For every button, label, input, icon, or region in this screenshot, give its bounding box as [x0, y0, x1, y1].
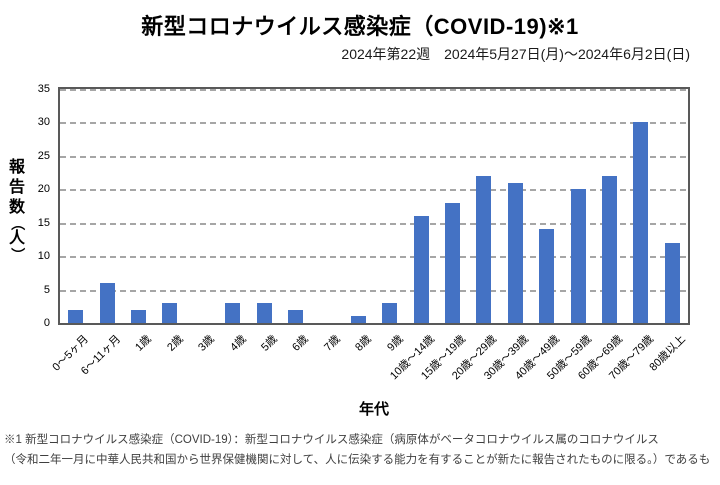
- bar-30歳～39歳: [507, 182, 523, 323]
- bar-60歳～69歳: [602, 175, 617, 323]
- gridline-35: [60, 89, 688, 91]
- gridline-20: [60, 189, 688, 192]
- x-tick-label-1歳: 1歳: [133, 333, 155, 354]
- gridline-10: [60, 256, 688, 259]
- bar-20歳～29歳: [476, 175, 492, 323]
- bar-6歳: [288, 309, 303, 323]
- gridline-5: [60, 289, 688, 292]
- y-axis-title-char: 人: [8, 230, 25, 247]
- y-tick-label-5: 5: [43, 283, 50, 296]
- x-tick-label-6歳: 6歳: [290, 333, 312, 354]
- footnote: ※1 新型コロナウイルス感染症（COVID-19）：新型コロナウイルス感染症（病…: [4, 430, 718, 470]
- plot-area: [58, 87, 690, 325]
- y-tick-label-30: 30: [37, 116, 50, 129]
- bar-1歳: [131, 309, 146, 323]
- y-tick-label-0: 0: [43, 317, 50, 329]
- bar-2歳: [162, 302, 178, 323]
- footnote-line-1: ※1 新型コロナウイルス感染症（COVID-19）：新型コロナウイルス感染症（病…: [4, 434, 659, 446]
- x-tick-label-3歳: 3歳: [196, 333, 217, 354]
- bar-6～11ヶ月: [99, 282, 115, 323]
- report-week-subtitle: 2024年第22週 2024年5月27日(月)～2024年6月2日(日): [341, 46, 690, 62]
- y-tick-label-35: 35: [37, 83, 50, 95]
- bar-10歳～14歳: [413, 216, 429, 323]
- x-axis-title: 年代: [358, 401, 389, 418]
- bar-70歳～79歳: [633, 122, 649, 323]
- page-title: 新型コロナウイルス感染症（COVID-19)※1: [141, 14, 579, 39]
- y-axis-title-char: 報: [8, 159, 25, 176]
- bar-4歳: [225, 302, 241, 323]
- x-tick-label-9歳: 9歳: [384, 333, 406, 354]
- x-tick-label-2歳: 2歳: [164, 333, 186, 354]
- x-tick-label-8歳: 8歳: [353, 333, 374, 354]
- bar-40歳～49歳: [539, 229, 555, 323]
- bar-9歳: [382, 302, 398, 323]
- bar-50歳～59歳: [570, 189, 586, 323]
- y-tick-label-25: 25: [37, 149, 50, 162]
- gridline-15: [60, 222, 688, 225]
- gridline-25: [60, 155, 688, 158]
- x-tick-label-4歳: 4歳: [227, 333, 249, 354]
- x-tick-label-7歳: 7歳: [321, 333, 343, 354]
- bar-15歳～19歳: [445, 202, 460, 323]
- y-axis-title: 報告数（人）: [6, 158, 28, 262]
- y-axis-title-char: 告: [8, 179, 25, 196]
- y-axis-title-char: 数: [8, 199, 25, 216]
- x-tick-label-5歳: 5歳: [259, 333, 280, 354]
- bar-5歳: [256, 302, 272, 323]
- gridline-30: [60, 122, 688, 125]
- y-tick-label-15: 15: [37, 216, 50, 229]
- footnote-line-2: （令和二年一月に中華人民共和国から世界保健機関に対して、人に伝染する能力を有する…: [4, 454, 711, 466]
- bar-8歳: [350, 316, 366, 323]
- y-tick-label-10: 10: [37, 250, 50, 263]
- bar-0～5ヶ月: [68, 309, 84, 323]
- y-tick-label-20: 20: [37, 183, 50, 196]
- bar-80歳以上: [664, 242, 680, 323]
